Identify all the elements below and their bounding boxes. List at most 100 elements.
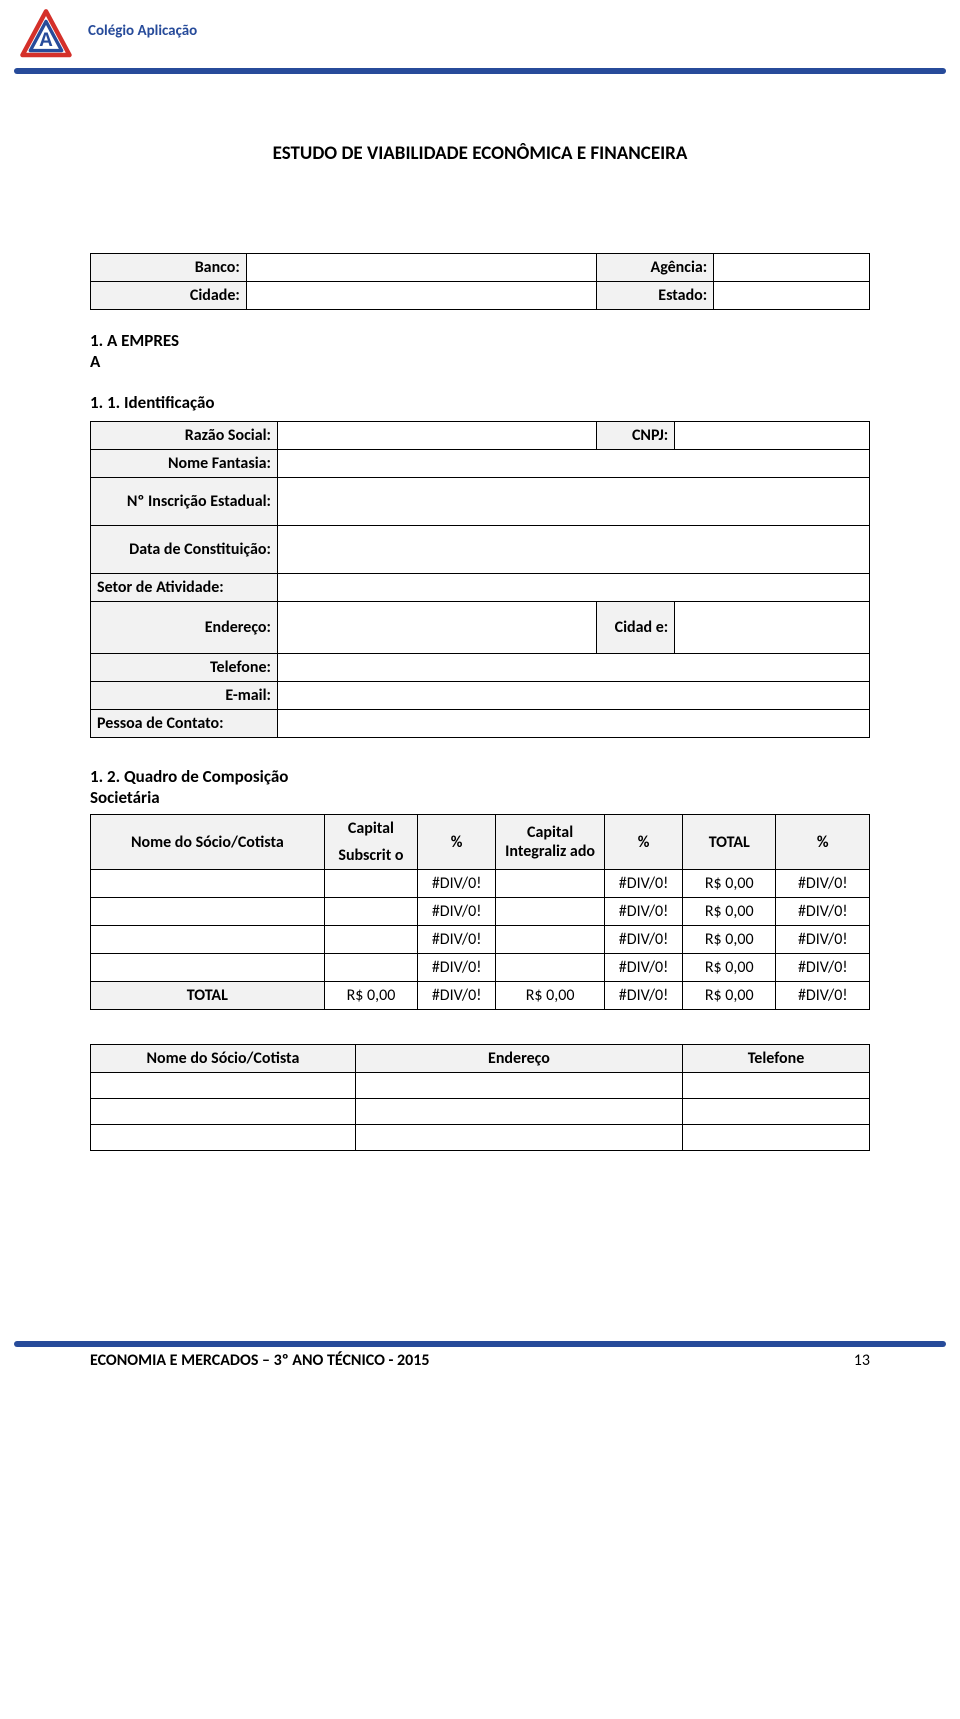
- value-cidade: [246, 282, 597, 310]
- cell: [91, 898, 325, 926]
- cell: [91, 954, 325, 982]
- cell: R$ 0,00: [683, 954, 776, 982]
- cell: [496, 898, 605, 926]
- cell: #DIV/0!: [605, 898, 683, 926]
- th-tel: Telefone: [683, 1045, 870, 1073]
- quadro-table: Nome do Sócio/Cotista Capital % Capital …: [90, 814, 870, 1010]
- cell: #DIV/0!: [776, 898, 870, 926]
- th-pct2: %: [605, 815, 683, 870]
- label-estado: Estado:: [597, 282, 714, 310]
- label-inscricao: Nº Inscrição Estadual:: [91, 478, 278, 526]
- label-endereco: Endereço:: [91, 602, 278, 654]
- cell: [496, 954, 605, 982]
- cell: [324, 870, 417, 898]
- label-razao: Razão Social:: [91, 422, 278, 450]
- cell: #DIV/0!: [418, 982, 496, 1010]
- value-razao: [277, 422, 596, 450]
- th-pct3: %: [776, 815, 870, 870]
- cell: [496, 870, 605, 898]
- cell: [91, 1073, 356, 1099]
- value-endereco-cidade: [675, 602, 870, 654]
- label-email: E-mail:: [91, 682, 278, 710]
- section-1-2-quadro: 1. 2. Quadro de Composição Societária: [90, 766, 350, 808]
- svg-text:A: A: [39, 30, 53, 51]
- cell: #DIV/0!: [418, 926, 496, 954]
- cell: [683, 1125, 870, 1151]
- cell: #DIV/0!: [418, 870, 496, 898]
- page-title: ESTUDO DE VIABILIDADE ECONÔMICA E FINANC…: [90, 142, 870, 165]
- label-agencia: Agência:: [597, 254, 714, 282]
- value-cnpj: [675, 422, 870, 450]
- value-data-const: [277, 526, 869, 574]
- cell: [91, 870, 325, 898]
- cell: R$ 0,00: [683, 898, 776, 926]
- cell: [324, 954, 417, 982]
- value-banco: [246, 254, 597, 282]
- cell: #DIV/0!: [605, 982, 683, 1010]
- value-fantasia: [277, 450, 869, 478]
- table-row: #DIV/0! #DIV/0! R$ 0,00 #DIV/0!: [91, 954, 870, 982]
- table-row: [91, 1099, 870, 1125]
- table-row: #DIV/0! #DIV/0! R$ 0,00 #DIV/0!: [91, 926, 870, 954]
- label-endereco-cidade: Cidad e:: [597, 602, 675, 654]
- cell: #DIV/0!: [418, 954, 496, 982]
- cell: R$ 0,00: [683, 926, 776, 954]
- label-data-const: Data de Constituição:: [91, 526, 278, 574]
- cell: [91, 1125, 356, 1151]
- cell: R$ 0,00: [683, 870, 776, 898]
- label-cidade: Cidade:: [91, 282, 247, 310]
- label-setor: Setor de Atividade:: [91, 574, 278, 602]
- cell: #DIV/0!: [418, 898, 496, 926]
- table-row: #DIV/0! #DIV/0! R$ 0,00 #DIV/0!: [91, 898, 870, 926]
- cell: #DIV/0!: [776, 926, 870, 954]
- cell: [324, 926, 417, 954]
- cell: #DIV/0!: [605, 926, 683, 954]
- value-pessoa: [277, 710, 869, 738]
- th-cap-sub-top: Capital: [324, 815, 417, 843]
- school-name: Colégio Aplicação: [88, 22, 197, 40]
- th-endereco: Endereço: [355, 1045, 682, 1073]
- cell: #DIV/0!: [776, 982, 870, 1010]
- bank-table: Banco: Agência: Cidade: Estado:: [90, 253, 870, 310]
- label-banco: Banco:: [91, 254, 247, 282]
- table-row: [91, 1125, 870, 1151]
- table-row: [91, 1073, 870, 1099]
- th-nome: Nome do Sócio/Cotista: [91, 815, 325, 870]
- cell: #DIV/0!: [776, 954, 870, 982]
- cell-total-label: TOTAL: [91, 982, 325, 1010]
- cell: [683, 1099, 870, 1125]
- cell: [496, 926, 605, 954]
- cell: [683, 1073, 870, 1099]
- value-telefone: [277, 654, 869, 682]
- cell: R$ 0,00: [496, 982, 605, 1010]
- label-fantasia: Nome Fantasia:: [91, 450, 278, 478]
- page-number: 13: [854, 1351, 870, 1370]
- cell: #DIV/0!: [776, 870, 870, 898]
- th-cap-sub-bot: Subscrit o: [324, 842, 417, 870]
- value-setor: [277, 574, 869, 602]
- page-header: A Colégio Aplicação: [0, 0, 960, 68]
- cell: R$ 0,00: [324, 982, 417, 1010]
- table-total-row: TOTAL R$ 0,00 #DIV/0! R$ 0,00 #DIV/0! R$…: [91, 982, 870, 1010]
- label-cnpj: CNPJ:: [597, 422, 675, 450]
- cell: #DIV/0!: [605, 870, 683, 898]
- page-content: ESTUDO DE VIABILIDADE ECONÔMICA E FINANC…: [0, 74, 960, 1151]
- cell: [324, 898, 417, 926]
- endereco-table: Nome do Sócio/Cotista Endereço Telefone: [90, 1044, 870, 1151]
- th-nome2: Nome do Sócio/Cotista: [91, 1045, 356, 1073]
- th-cap-int: Capital Integraliz ado: [496, 815, 605, 870]
- table-row: #DIV/0! #DIV/0! R$ 0,00 #DIV/0!: [91, 870, 870, 898]
- cell: [355, 1099, 682, 1125]
- cell: #DIV/0!: [605, 954, 683, 982]
- cell: R$ 0,00: [683, 982, 776, 1010]
- th-pct1: %: [418, 815, 496, 870]
- page-footer: ECONOMIA E MERCADOS – 3º ANO TÉCNICO - 2…: [0, 1341, 960, 1370]
- ident-table: Razão Social: CNPJ: Nome Fantasia: Nº In…: [90, 421, 870, 738]
- value-estado: [714, 282, 870, 310]
- cell: [355, 1125, 682, 1151]
- cell: [91, 1099, 356, 1125]
- label-pessoa: Pessoa de Contato:: [91, 710, 278, 738]
- value-email: [277, 682, 869, 710]
- cell: [355, 1073, 682, 1099]
- cell: [91, 926, 325, 954]
